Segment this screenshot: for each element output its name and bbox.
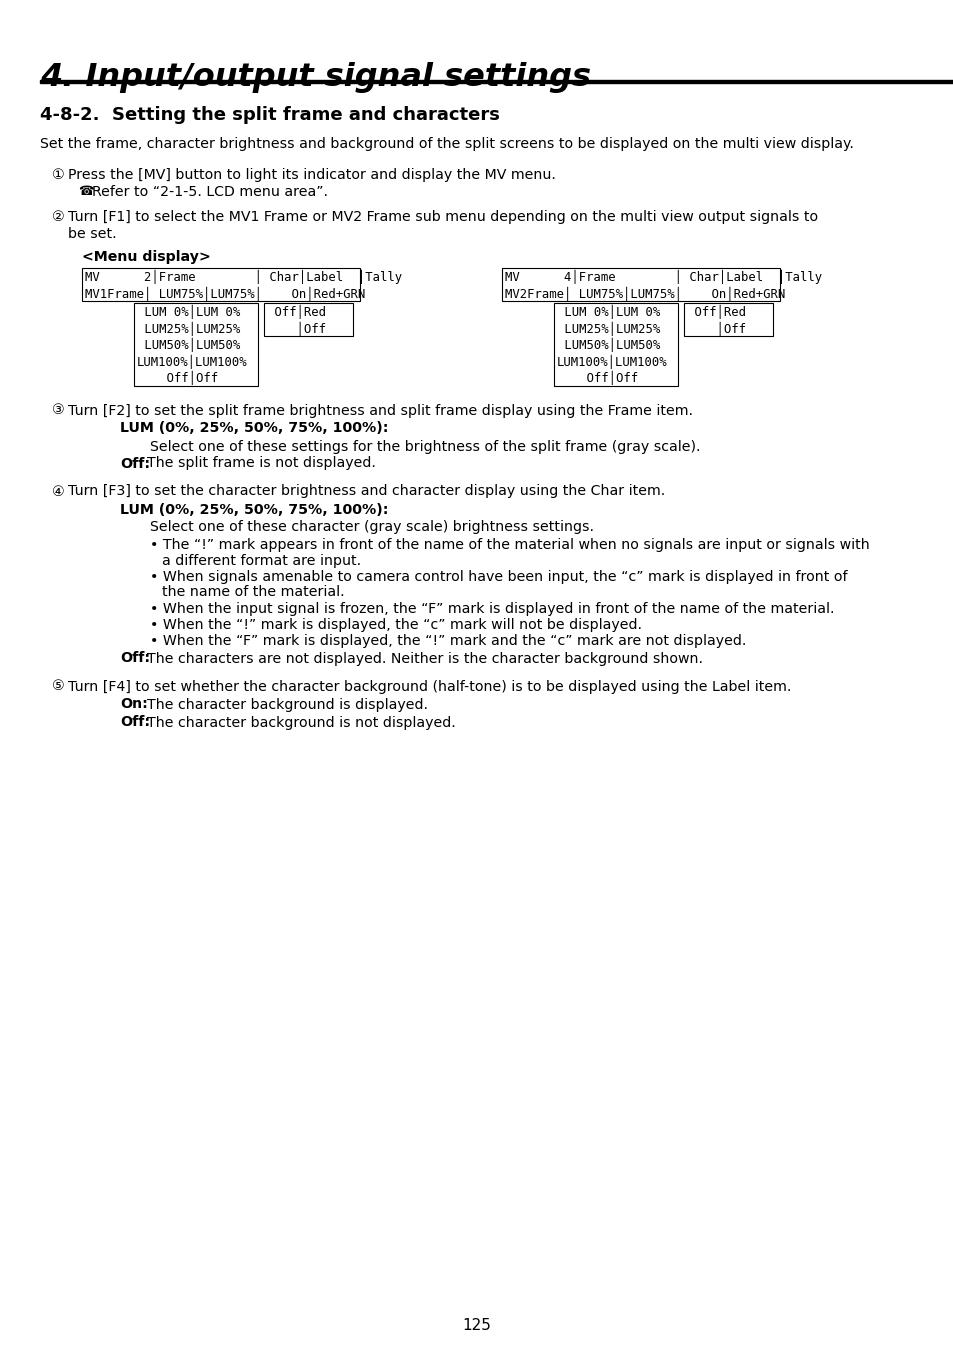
Text: MV2Frame│ LUM75%│LUM75%│    On│Red+GRN: MV2Frame│ LUM75%│LUM75%│ On│Red+GRN xyxy=(504,287,784,301)
Text: a different format are input.: a different format are input. xyxy=(162,554,361,568)
Text: LUM 0%│LUM 0%: LUM 0%│LUM 0% xyxy=(137,305,240,319)
Text: • When signals amenable to camera control have been input, the “c” mark is displ: • When signals amenable to camera contro… xyxy=(150,569,846,584)
Text: LUM100%│LUM100%: LUM100%│LUM100% xyxy=(557,355,667,369)
Text: Off:: Off: xyxy=(120,457,150,470)
Text: ☎: ☎ xyxy=(78,185,93,198)
Text: Refer to “2-1-5. LCD menu area”.: Refer to “2-1-5. LCD menu area”. xyxy=(91,185,328,200)
Text: ⑤: ⑤ xyxy=(52,679,65,693)
Text: LUM (0%, 25%, 50%, 75%, 100%):: LUM (0%, 25%, 50%, 75%, 100%): xyxy=(120,503,388,516)
Text: • When the input signal is frozen, the “F” mark is displayed in front of the nam: • When the input signal is frozen, the “… xyxy=(150,601,834,616)
Text: MV1Frame│ LUM75%│LUM75%│    On│Red+GRN: MV1Frame│ LUM75%│LUM75%│ On│Red+GRN xyxy=(85,287,365,301)
Text: LUM50%│LUM50%: LUM50%│LUM50% xyxy=(557,338,659,352)
Text: On:: On: xyxy=(120,697,148,712)
Text: Select one of these character (gray scale) brightness settings.: Select one of these character (gray scal… xyxy=(150,520,594,535)
Text: MV      4│Frame        │ Char│Label  │Tally: MV 4│Frame │ Char│Label │Tally xyxy=(504,270,821,284)
Text: LUM100%│LUM100%: LUM100%│LUM100% xyxy=(137,355,248,369)
Text: LUM 0%│LUM 0%: LUM 0%│LUM 0% xyxy=(557,305,659,319)
Text: Off│Off: Off│Off xyxy=(137,371,248,386)
Text: Off:: Off: xyxy=(120,716,150,729)
Text: The split frame is not displayed.: The split frame is not displayed. xyxy=(147,457,375,470)
Text: • When the “F” mark is displayed, the “!” mark and the “c” mark are not displaye: • When the “F” mark is displayed, the “!… xyxy=(150,634,745,647)
Text: The character background is displayed.: The character background is displayed. xyxy=(147,697,428,712)
Text: • When the “!” mark is displayed, the “c” mark will not be displayed.: • When the “!” mark is displayed, the “c… xyxy=(150,617,641,631)
Bar xyxy=(40,80,953,84)
Text: ②: ② xyxy=(52,210,65,224)
Text: Turn [F1] to select the MV1 Frame or MV2 Frame sub menu depending on the multi v: Turn [F1] to select the MV1 Frame or MV2… xyxy=(68,210,818,224)
Text: <Menu display>: <Menu display> xyxy=(82,249,211,264)
Text: Off│Red: Off│Red xyxy=(686,305,753,319)
Text: Off:: Off: xyxy=(120,651,150,666)
Bar xyxy=(554,303,678,386)
Text: LUM50%│LUM50%: LUM50%│LUM50% xyxy=(137,338,240,352)
Text: LUM25%│LUM25%: LUM25%│LUM25% xyxy=(137,322,240,336)
Bar xyxy=(133,303,257,386)
Text: 125: 125 xyxy=(462,1318,491,1333)
Text: LUM25%│LUM25%: LUM25%│LUM25% xyxy=(557,322,659,336)
Text: MV      2│Frame        │ Char│Label  │Tally: MV 2│Frame │ Char│Label │Tally xyxy=(85,270,402,284)
Text: LUM (0%, 25%, 50%, 75%, 100%):: LUM (0%, 25%, 50%, 75%, 100%): xyxy=(120,422,388,435)
Text: Turn [F3] to set the character brightness and character display using the Char i: Turn [F3] to set the character brightnes… xyxy=(68,484,664,499)
Text: │Off: │Off xyxy=(686,322,753,336)
Text: Select one of these settings for the brightness of the split frame (gray scale).: Select one of these settings for the bri… xyxy=(150,439,700,453)
Text: The characters are not displayed. Neither is the character background shown.: The characters are not displayed. Neithe… xyxy=(147,651,702,666)
Text: • The “!” mark appears in front of the name of the material when no signals are : • The “!” mark appears in front of the n… xyxy=(150,538,869,551)
Text: the name of the material.: the name of the material. xyxy=(162,585,344,600)
Text: Set the frame, character brightness and background of the split screens to be di: Set the frame, character brightness and … xyxy=(40,137,853,151)
Text: ④: ④ xyxy=(52,484,65,499)
Bar xyxy=(82,268,359,301)
Text: 4. Input/output signal settings: 4. Input/output signal settings xyxy=(40,62,590,93)
Text: Press the [MV] button to light its indicator and display the MV menu.: Press the [MV] button to light its indic… xyxy=(68,168,556,182)
Text: Off│Red: Off│Red xyxy=(267,305,333,319)
Text: Turn [F4] to set whether the character background (half-tone) is to be displayed: Turn [F4] to set whether the character b… xyxy=(68,679,791,693)
Bar xyxy=(501,268,780,301)
Text: ③: ③ xyxy=(52,403,65,418)
Bar xyxy=(683,303,772,336)
Text: │Off: │Off xyxy=(267,322,333,336)
Text: be set.: be set. xyxy=(68,226,116,241)
Text: The character background is not displayed.: The character background is not displaye… xyxy=(147,716,456,729)
Text: Off│Off: Off│Off xyxy=(557,371,667,386)
Text: 4-8-2.  Setting the split frame and characters: 4-8-2. Setting the split frame and chara… xyxy=(40,106,499,124)
Text: ①: ① xyxy=(52,168,65,182)
Text: Turn [F2] to set the split frame brightness and split frame display using the Fr: Turn [F2] to set the split frame brightn… xyxy=(68,403,692,418)
Bar xyxy=(264,303,353,336)
